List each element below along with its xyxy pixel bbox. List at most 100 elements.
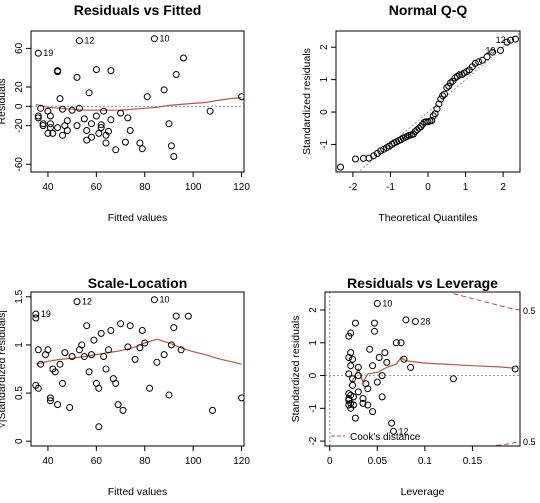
data-point bbox=[85, 89, 93, 97]
x-axis-label: Fitted values bbox=[108, 212, 168, 224]
data-point bbox=[83, 322, 91, 330]
x-tick-label: -1 bbox=[386, 182, 395, 193]
point-label: 12 bbox=[82, 297, 92, 307]
panel-3: Scale-Location Fitted values √|Standardize… bbox=[0, 275, 250, 498]
smoother-line bbox=[35, 97, 242, 111]
y-tick-label: 1 bbox=[319, 76, 330, 82]
data-point bbox=[392, 339, 400, 347]
data-point bbox=[354, 372, 362, 380]
plot-area bbox=[325, 292, 520, 446]
x-tick-label: 0.1 bbox=[418, 456, 432, 467]
data-point bbox=[150, 296, 158, 304]
chart-title: Normal Q-Q bbox=[389, 2, 468, 18]
panel-2: Normal Q-Q Theoretical Quantiles Standardi… bbox=[301, 2, 521, 224]
data-point bbox=[56, 360, 64, 368]
point-label: 12 bbox=[84, 36, 94, 46]
data-point bbox=[359, 399, 367, 407]
data-point bbox=[73, 298, 81, 306]
data-point bbox=[390, 427, 397, 435]
data-point bbox=[78, 341, 86, 349]
chart-title: Residuals vs Leverage bbox=[347, 275, 498, 291]
data-point bbox=[497, 46, 504, 54]
data-point bbox=[54, 67, 62, 75]
point-label: 10 bbox=[382, 298, 392, 308]
y-axis-label: Residuals bbox=[0, 78, 8, 124]
smoother-line bbox=[348, 356, 516, 386]
point-label: 10 bbox=[159, 34, 169, 44]
x-tick-label: 100 bbox=[185, 456, 202, 467]
data-point bbox=[337, 163, 344, 171]
data-point bbox=[83, 127, 91, 134]
cooks-distance-contour bbox=[485, 440, 520, 446]
data-point bbox=[105, 127, 112, 135]
y-tick-label: -20 bbox=[14, 118, 25, 133]
data-point bbox=[165, 120, 173, 128]
data-point bbox=[119, 406, 127, 414]
data-point bbox=[350, 393, 357, 401]
data-point bbox=[478, 56, 486, 64]
x-tick-label: 0.05 bbox=[368, 456, 388, 467]
data-point bbox=[54, 401, 62, 409]
x-tick-label: 60 bbox=[91, 456, 103, 467]
y-tick-label: 1 bbox=[308, 340, 319, 346]
y-tick-label: 0 bbox=[14, 438, 25, 444]
x-tick-label: 60 bbox=[91, 182, 103, 193]
data-point bbox=[172, 71, 180, 78]
cooks-contour-label: 0.5 bbox=[523, 437, 536, 447]
data-point bbox=[59, 105, 66, 113]
data-point bbox=[44, 346, 52, 354]
data-point bbox=[364, 385, 372, 393]
point-label: 28 bbox=[420, 316, 430, 326]
panel-4: Residuals vs Leverage Leverage Standardize… bbox=[290, 275, 536, 498]
data-point bbox=[107, 67, 115, 75]
y-tick-label: 0 bbox=[308, 372, 319, 378]
y-tick-label: -1 bbox=[319, 140, 330, 149]
data-point bbox=[449, 375, 457, 383]
y-tick-label: -1 bbox=[308, 403, 319, 412]
chart-title: Scale-Location bbox=[88, 275, 188, 291]
data-point bbox=[417, 123, 425, 131]
data-point bbox=[206, 107, 214, 115]
data-point bbox=[143, 93, 151, 101]
data-point bbox=[415, 124, 423, 132]
data-point bbox=[46, 112, 54, 120]
data-point bbox=[443, 84, 451, 92]
y-tick-label: 1 bbox=[14, 342, 25, 348]
y-tick-label: 60 bbox=[14, 42, 25, 54]
data-point bbox=[88, 351, 95, 359]
data-point bbox=[209, 406, 216, 414]
plot-area bbox=[32, 296, 244, 431]
data-point bbox=[92, 66, 100, 74]
point-label: 19 bbox=[41, 309, 51, 319]
data-point bbox=[177, 346, 185, 354]
data-point bbox=[95, 423, 103, 431]
smoother-line bbox=[35, 338, 242, 365]
data-point bbox=[364, 401, 372, 409]
data-point bbox=[167, 142, 175, 150]
data-point bbox=[54, 124, 62, 132]
data-point bbox=[483, 53, 491, 61]
data-point bbox=[59, 379, 66, 387]
data-point bbox=[117, 109, 125, 117]
data-point bbox=[73, 73, 81, 81]
data-point bbox=[131, 355, 139, 363]
x-tick-label: 120 bbox=[233, 182, 250, 193]
data-point bbox=[352, 155, 359, 163]
y-axis-label: √|Standardized residuals| bbox=[0, 310, 8, 428]
plot-area bbox=[337, 32, 520, 172]
y-tick-label: 0 bbox=[319, 109, 330, 115]
data-point bbox=[349, 355, 357, 363]
data-point bbox=[37, 360, 45, 368]
data-point bbox=[349, 381, 357, 389]
x-axis-label: Leverage bbox=[401, 486, 445, 498]
data-point bbox=[34, 112, 42, 120]
data-point bbox=[66, 404, 74, 411]
x-tick-label: 0 bbox=[425, 182, 431, 193]
data-point bbox=[370, 152, 378, 160]
y-tick-label: 1.5 bbox=[14, 289, 25, 303]
x-axis-label: Theoretical Quantiles bbox=[378, 212, 477, 224]
x-tick-label: 0.15 bbox=[463, 456, 483, 467]
data-point bbox=[105, 346, 112, 354]
data-point bbox=[46, 397, 54, 405]
